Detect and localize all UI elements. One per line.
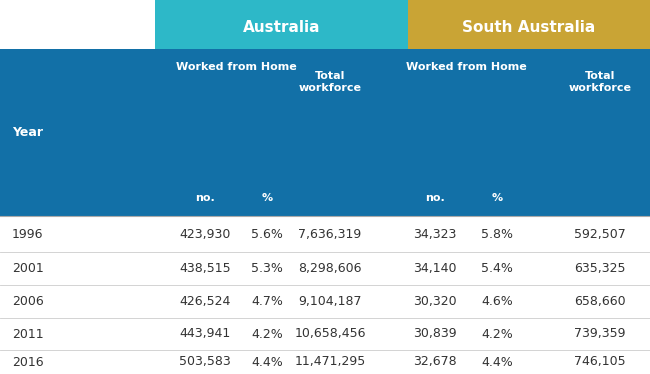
Text: 5.8%: 5.8%: [481, 227, 513, 240]
Bar: [155, 0, 408, 54]
Text: Total
workforce: Total workforce: [569, 71, 632, 94]
Text: 426,524: 426,524: [179, 295, 231, 308]
Text: 10,658,456: 10,658,456: [294, 328, 366, 340]
Text: 9,104,187: 9,104,187: [298, 295, 362, 308]
Text: 30,320: 30,320: [413, 295, 457, 308]
Bar: [0, 49, 650, 216]
Text: 4.7%: 4.7%: [251, 295, 283, 308]
Text: %: %: [261, 193, 272, 203]
Text: 4.2%: 4.2%: [481, 328, 513, 340]
Text: 4.2%: 4.2%: [251, 328, 283, 340]
Text: 5.4%: 5.4%: [481, 262, 513, 275]
Text: Worked from Home: Worked from Home: [176, 62, 296, 72]
Text: 503,583: 503,583: [179, 356, 231, 368]
Text: 746,105: 746,105: [574, 356, 626, 368]
Text: 4.4%: 4.4%: [481, 356, 513, 368]
Text: Year: Year: [12, 126, 43, 139]
Text: 658,660: 658,660: [574, 295, 626, 308]
Text: 5.3%: 5.3%: [251, 262, 283, 275]
Text: Worked from Home: Worked from Home: [406, 62, 526, 72]
Text: South Australia: South Australia: [462, 19, 595, 34]
Text: 1996: 1996: [12, 227, 44, 240]
Text: 11,471,295: 11,471,295: [294, 356, 365, 368]
Text: 34,323: 34,323: [413, 227, 457, 240]
Text: 32,678: 32,678: [413, 356, 457, 368]
Text: 438,515: 438,515: [179, 262, 231, 275]
Text: 30,839: 30,839: [413, 328, 457, 340]
Text: 5.6%: 5.6%: [251, 227, 283, 240]
Bar: [0, 318, 650, 350]
Text: 8,298,606: 8,298,606: [298, 262, 362, 275]
Text: 4.6%: 4.6%: [481, 295, 513, 308]
Text: 2006: 2006: [12, 295, 44, 308]
Text: 443,941: 443,941: [179, 328, 231, 340]
Bar: [0, 285, 650, 318]
Text: 7,636,319: 7,636,319: [298, 227, 361, 240]
Bar: [408, 0, 650, 54]
Text: 592,507: 592,507: [574, 227, 626, 240]
Text: 4.4%: 4.4%: [251, 356, 283, 368]
Text: 2001: 2001: [12, 262, 44, 275]
Text: no.: no.: [195, 193, 215, 203]
Text: 2011: 2011: [12, 328, 44, 340]
Bar: [0, 252, 650, 285]
Text: no.: no.: [425, 193, 445, 203]
Text: %: %: [491, 193, 502, 203]
Bar: [0, 216, 650, 252]
Text: 34,140: 34,140: [413, 262, 457, 275]
Text: 635,325: 635,325: [574, 262, 626, 275]
Text: 423,930: 423,930: [179, 227, 231, 240]
Text: Total
workforce: Total workforce: [298, 71, 361, 94]
Text: Australia: Australia: [242, 19, 320, 34]
Text: 2016: 2016: [12, 356, 44, 368]
Bar: [0, 350, 650, 374]
Text: 739,359: 739,359: [574, 328, 626, 340]
